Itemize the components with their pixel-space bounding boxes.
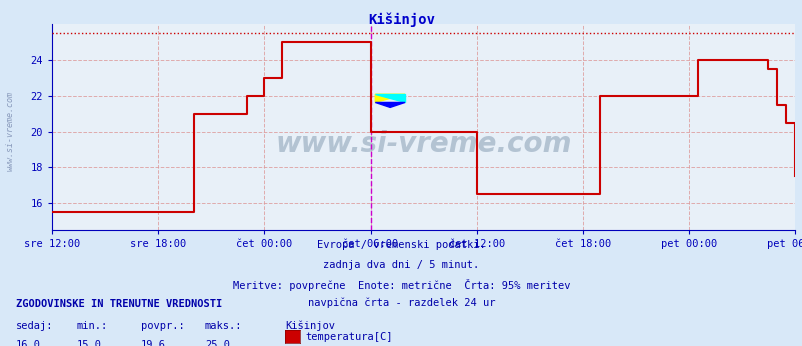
Text: maks.:: maks.: bbox=[205, 321, 242, 331]
Text: temperatura[C]: temperatura[C] bbox=[305, 331, 392, 342]
Polygon shape bbox=[375, 94, 404, 102]
Text: sedaj:: sedaj: bbox=[16, 321, 54, 331]
Text: navpična črta - razdelek 24 ur: navpična črta - razdelek 24 ur bbox=[307, 298, 495, 308]
Text: www.si-vreme.com: www.si-vreme.com bbox=[6, 91, 15, 172]
Text: min.:: min.: bbox=[76, 321, 107, 331]
Text: 15,0: 15,0 bbox=[76, 340, 101, 346]
Text: ZGODOVINSKE IN TRENUTNE VREDNOSTI: ZGODOVINSKE IN TRENUTNE VREDNOSTI bbox=[16, 299, 222, 309]
Text: Evropa / vremenski podatki.: Evropa / vremenski podatki. bbox=[317, 240, 485, 251]
Text: 16,0: 16,0 bbox=[16, 340, 41, 346]
Polygon shape bbox=[375, 102, 404, 107]
Text: Meritve: povprečne  Enote: metrične  Črta: 95% meritev: Meritve: povprečne Enote: metrične Črta:… bbox=[233, 279, 569, 291]
Text: Kišinjov: Kišinjov bbox=[285, 321, 334, 331]
Polygon shape bbox=[375, 94, 404, 102]
Text: www.si-vreme.com: www.si-vreme.com bbox=[275, 130, 571, 158]
Text: povpr.:: povpr.: bbox=[140, 321, 184, 331]
Text: Kišinjov: Kišinjov bbox=[367, 12, 435, 27]
Text: 25,0: 25,0 bbox=[205, 340, 229, 346]
Text: 19,6: 19,6 bbox=[140, 340, 165, 346]
Text: zadnja dva dni / 5 minut.: zadnja dva dni / 5 minut. bbox=[323, 260, 479, 270]
